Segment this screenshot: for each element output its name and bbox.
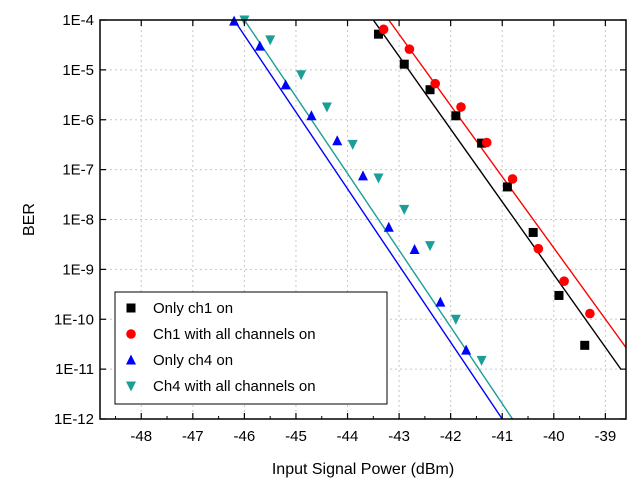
x-tick-label: -45 (285, 428, 307, 445)
data-point-series-1 (507, 174, 518, 184)
data-point-series-3 (373, 173, 384, 184)
x-tick-label: -46 (234, 428, 256, 445)
y-tick-label: 1E-4 (62, 12, 94, 29)
x-tick-label: -47 (182, 428, 204, 445)
legend-marker-2 (126, 354, 136, 365)
y-tick-label: 1E-9 (62, 261, 94, 278)
x-tick-label: -39 (595, 428, 617, 445)
data-point-series-1 (456, 102, 466, 112)
data-point-series-0 (528, 227, 538, 237)
data-point-series-3 (347, 139, 358, 150)
data-point-series-0 (451, 111, 461, 121)
data-point-series-3 (425, 241, 436, 252)
data-point-series-2 (461, 344, 472, 355)
data-point-series-2 (435, 296, 446, 307)
legend-label-0: Only ch1 on (153, 300, 233, 317)
data-point-series-0 (554, 290, 564, 300)
fit-line-series-2 (233, 19, 503, 420)
x-tick-label: -40 (543, 428, 565, 445)
grid (100, 19, 626, 420)
y-tick-label: 1E-12 (54, 411, 94, 428)
x-axis-title: Input Signal Power (dBm) (272, 461, 454, 478)
y-tick-label: 1E-10 (54, 311, 94, 328)
y-tick-label: 1E-8 (62, 212, 94, 229)
legend-label-2: Only ch4 on (153, 352, 233, 369)
data-point-series-1 (533, 243, 544, 254)
data-point-series-2 (254, 40, 265, 51)
y-tick-label: 1E-7 (62, 162, 94, 179)
legend-label-1: Ch1 with all channels on (153, 326, 316, 343)
legend-marker-1 (126, 329, 136, 339)
data-point-series-2 (280, 79, 291, 90)
data-point-series-0 (502, 182, 512, 192)
data-point-series-2 (306, 110, 317, 121)
data-point-series-1 (378, 24, 389, 35)
y-tick-label: 1E-5 (62, 62, 94, 79)
data-point-series-3 (265, 35, 276, 46)
y-tick-labels: 1E-12 1E-11 1E-10 1E-9 1E-8 1E-7 1E-6 1E-5 1E-4 (54, 12, 94, 428)
y-tick-label: 1E-11 (55, 361, 94, 378)
data-point-series-2 (409, 244, 420, 255)
x-tick-labels: -48 -47 -46 -45 -44 -43 -42 -41 -40 -39 (130, 428, 616, 445)
y-tick-label: 1E-6 (62, 112, 94, 129)
axis-ticks (100, 19, 626, 420)
x-tick-label: -42 (440, 428, 462, 445)
data-point-series-1 (404, 44, 415, 54)
data-point-series-0 (373, 29, 383, 39)
data-point-series-0 (425, 85, 435, 95)
y-axis-title: BER (21, 203, 38, 236)
x-tick-label: -48 (130, 428, 152, 445)
x-tick-label: -44 (337, 428, 359, 445)
data-point-series-3 (450, 314, 461, 325)
data-point-series-0 (580, 340, 590, 350)
data-point-series-3 (296, 70, 307, 81)
data-point-series-3 (399, 204, 410, 215)
legend-marker-0 (126, 303, 136, 313)
data-point-series-2 (383, 221, 394, 232)
data-point-series-3 (321, 102, 332, 113)
data-point-series-1 (481, 137, 492, 148)
fit-line-series-0 (372, 19, 622, 370)
data-markers (229, 15, 595, 366)
data-point-series-1 (585, 308, 595, 319)
data-point-series-0 (477, 138, 487, 148)
data-point-series-2 (332, 135, 343, 146)
x-tick-label: -41 (491, 428, 513, 445)
legend-label-3: Ch4 with all channels on (153, 378, 316, 395)
data-point-series-3 (476, 355, 487, 366)
legend-box (114, 291, 388, 405)
legend: Only ch1 on Ch1 with all channels on Only … (114, 291, 388, 405)
legend-marker-3 (126, 381, 136, 392)
data-point-series-1 (559, 276, 569, 286)
data-point-series-2 (358, 170, 368, 181)
data-point-series-0 (399, 59, 409, 69)
x-tick-label: -43 (388, 428, 410, 445)
data-point-series-1 (430, 78, 440, 89)
